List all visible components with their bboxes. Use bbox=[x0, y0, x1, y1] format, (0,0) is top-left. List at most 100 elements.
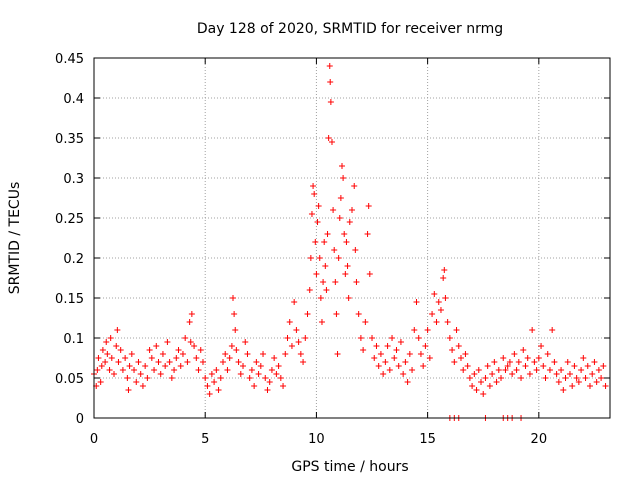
data-point bbox=[166, 359, 173, 365]
data-point bbox=[162, 363, 169, 369]
data-point bbox=[291, 299, 298, 305]
data-point bbox=[264, 387, 271, 393]
data-point bbox=[253, 359, 260, 365]
data-point bbox=[197, 347, 204, 353]
data-point bbox=[324, 231, 331, 237]
data-point bbox=[475, 367, 482, 373]
data-point bbox=[426, 355, 433, 361]
data-point bbox=[135, 359, 142, 365]
data-point bbox=[104, 351, 111, 357]
data-point bbox=[420, 363, 427, 369]
data-point bbox=[522, 363, 529, 369]
data-point bbox=[433, 319, 440, 325]
data-point bbox=[602, 383, 609, 389]
data-point bbox=[217, 375, 224, 381]
data-point bbox=[235, 359, 242, 365]
data-point bbox=[343, 239, 350, 245]
data-point bbox=[558, 367, 565, 373]
data-point bbox=[300, 359, 307, 365]
data-point bbox=[509, 371, 516, 377]
data-point bbox=[102, 359, 109, 365]
data-point bbox=[302, 335, 309, 341]
data-point bbox=[489, 371, 496, 377]
data-point bbox=[195, 367, 202, 373]
data-point bbox=[595, 367, 602, 373]
axis-ticks bbox=[93, 57, 610, 419]
data-point bbox=[440, 275, 447, 281]
data-point bbox=[564, 359, 571, 365]
data-point bbox=[316, 255, 323, 261]
data-point bbox=[373, 343, 380, 349]
data-point bbox=[442, 295, 449, 301]
data-point bbox=[431, 291, 438, 297]
data-point bbox=[260, 351, 267, 357]
data-point bbox=[304, 311, 311, 317]
data-point bbox=[328, 139, 335, 145]
data-point bbox=[325, 135, 332, 141]
data-point bbox=[157, 371, 164, 377]
data-point bbox=[311, 191, 318, 197]
data-point bbox=[317, 295, 324, 301]
data-point bbox=[148, 355, 155, 361]
data-point bbox=[310, 183, 317, 189]
data-point bbox=[191, 343, 198, 349]
data-point bbox=[589, 371, 596, 377]
y-tick-label: 0.15 bbox=[55, 292, 84, 307]
data-point bbox=[266, 379, 273, 385]
data-point bbox=[128, 351, 135, 357]
data-point bbox=[600, 363, 607, 369]
data-point bbox=[330, 207, 337, 213]
data-point bbox=[206, 391, 213, 397]
data-point bbox=[369, 335, 376, 341]
data-point bbox=[103, 339, 110, 345]
data-point bbox=[415, 335, 422, 341]
data-point bbox=[493, 379, 500, 385]
data-point bbox=[332, 279, 339, 285]
data-point bbox=[251, 383, 258, 389]
data-point bbox=[286, 319, 293, 325]
data-point bbox=[375, 363, 382, 369]
data-point bbox=[409, 367, 416, 373]
data-point bbox=[340, 175, 347, 181]
data-point bbox=[242, 339, 249, 345]
data-point bbox=[582, 375, 589, 381]
data-point bbox=[455, 343, 462, 349]
data-point bbox=[94, 367, 101, 373]
data-point bbox=[598, 375, 605, 381]
data-point bbox=[119, 367, 126, 373]
data-point bbox=[315, 203, 322, 209]
data-point bbox=[159, 351, 166, 357]
data-point bbox=[282, 351, 289, 357]
data-point bbox=[113, 343, 120, 349]
data-point bbox=[173, 355, 180, 361]
data-point bbox=[349, 207, 355, 213]
data-point bbox=[262, 375, 269, 381]
data-point bbox=[360, 347, 367, 353]
data-point bbox=[518, 375, 525, 381]
data-point bbox=[404, 379, 411, 385]
data-point bbox=[323, 287, 330, 293]
data-point bbox=[273, 371, 280, 377]
data-point bbox=[362, 319, 369, 325]
data-point bbox=[187, 339, 194, 345]
data-point bbox=[336, 215, 343, 221]
y-tick-label: 0.2 bbox=[63, 252, 84, 267]
data-point bbox=[171, 367, 178, 373]
data-point bbox=[466, 375, 473, 381]
data-point bbox=[469, 383, 476, 389]
y-tick-label: 0.05 bbox=[55, 372, 84, 387]
data-point bbox=[168, 375, 175, 381]
data-point bbox=[107, 335, 114, 341]
data-point bbox=[345, 295, 352, 301]
data-point bbox=[246, 375, 253, 381]
data-point bbox=[186, 319, 193, 325]
y-tick-label: 0.35 bbox=[55, 132, 84, 147]
data-point bbox=[535, 355, 542, 361]
data-point bbox=[126, 363, 133, 369]
data-point bbox=[313, 271, 320, 277]
data-point bbox=[122, 355, 129, 361]
data-point bbox=[211, 379, 218, 385]
data-point bbox=[188, 311, 195, 317]
data-point bbox=[498, 375, 505, 381]
data-point bbox=[280, 383, 287, 389]
